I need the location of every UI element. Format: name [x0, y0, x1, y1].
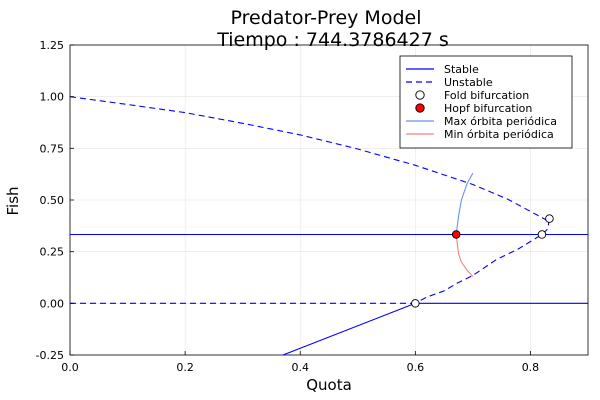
fold-point: [411, 299, 420, 308]
y-tick-label: 0.00: [40, 297, 65, 310]
y-tick-label: 0.50: [40, 194, 65, 207]
x-tick-label: 0.2: [176, 361, 194, 374]
x-axis-title: Quota: [306, 376, 352, 394]
legend-label: Fold bifurcation: [444, 89, 529, 102]
y-tick-label: 0.75: [40, 142, 65, 155]
x-tick-label: 0.0: [61, 361, 79, 374]
x-tick-label: 0.8: [522, 361, 540, 374]
legend-label: Stable: [444, 63, 479, 76]
fold-point: [537, 230, 547, 239]
legend-label: Hopf bifurcation: [444, 102, 532, 115]
series-group: [69, 96, 588, 356]
y-tick-label: 1.00: [40, 91, 65, 104]
hopf-point: [451, 230, 461, 239]
max-orbit-line: [455, 172, 474, 235]
x-tick-label: 0.6: [407, 361, 425, 374]
bifurcation-points: [411, 214, 554, 308]
legend-marker: [415, 103, 425, 113]
stable-branch-line: [282, 302, 416, 356]
x-tick-label: 0.4: [291, 361, 309, 374]
chart-title: Predator-Prey Model: [231, 7, 422, 29]
legend-box: [399, 55, 573, 149]
unstable-branch-line: [69, 96, 550, 304]
legend-label: Min órbita periódica: [444, 128, 554, 141]
axis-ticks: 0.0 0.2 0.4 0.6 0.8 -0.25 0.00 0.25 0.50 0.75 1.00…: [36, 39, 540, 374]
y-axis-title: Fish: [4, 186, 22, 215]
y-tick-label: -0.25: [36, 349, 64, 362]
y-tick-label: 0.25: [40, 246, 65, 259]
legend-label: Unstable: [444, 76, 493, 89]
legend-label: Max órbita periódica: [444, 115, 557, 128]
y-tick-label: 1.25: [40, 39, 65, 52]
legend-marker: [415, 90, 425, 100]
fold-point: [545, 214, 554, 223]
chart-subtitle: Tiempo : 744.3786427 s: [216, 29, 449, 51]
min-orbit-line: [455, 234, 474, 277]
